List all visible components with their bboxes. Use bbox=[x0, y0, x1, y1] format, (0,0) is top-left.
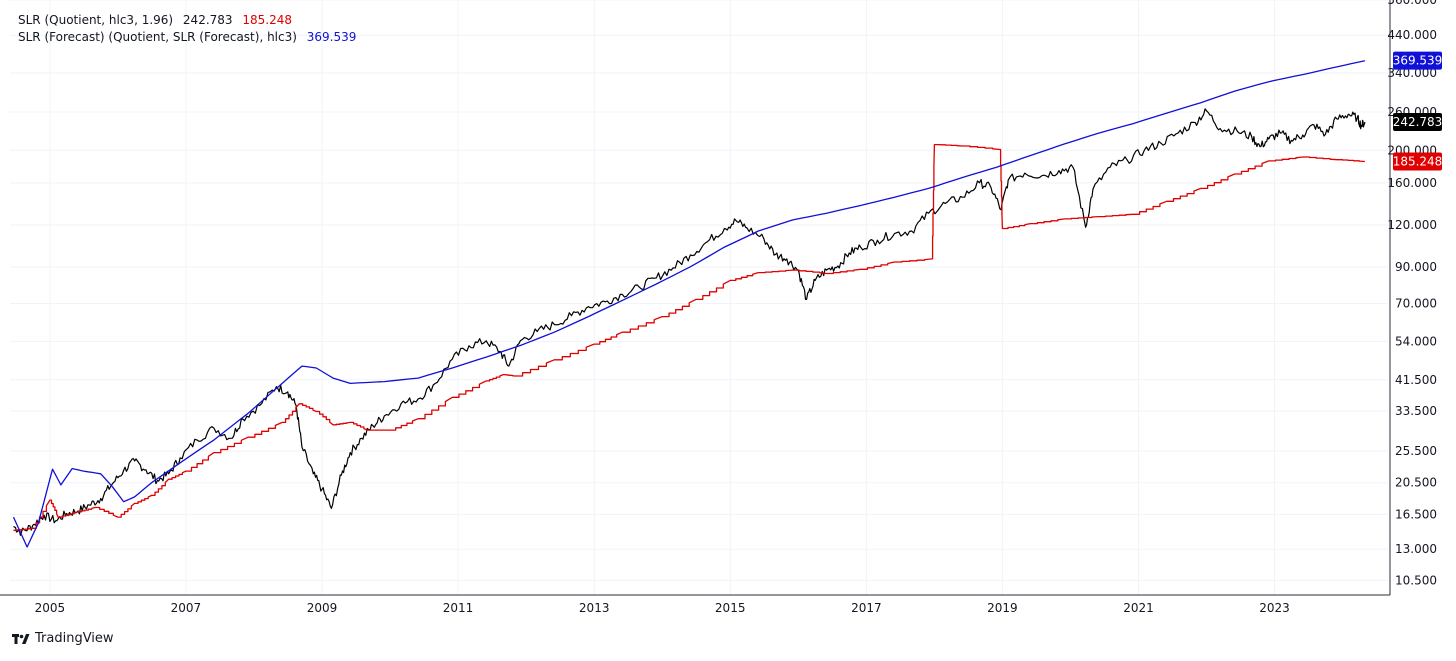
last-value-label-regression: 185.248 bbox=[1393, 152, 1443, 171]
last-value-label-forecast: 369.539 bbox=[1393, 51, 1443, 70]
y-tick-label: 16.500 bbox=[1395, 507, 1437, 521]
legend-forecast-label: SLR (Forecast) (Quotient, SLR (Forecast)… bbox=[18, 30, 297, 44]
last-value-badge bbox=[1393, 112, 1442, 131]
y-tick-label: 20.500 bbox=[1395, 476, 1437, 490]
grid-layer bbox=[10, 0, 1388, 595]
series-line-price bbox=[13, 108, 1366, 536]
last-value-badge bbox=[1393, 51, 1442, 70]
y-tick-label: 120.000 bbox=[1387, 218, 1437, 232]
x-tick-label: 2013 bbox=[579, 601, 610, 615]
y-tick-label: 90.000 bbox=[1395, 260, 1437, 274]
series-line-regression bbox=[13, 143, 1365, 531]
legend-row-regression[interactable]: SLR (Quotient, hlc3, 1.96) 242.783 185.2… bbox=[18, 12, 356, 29]
legend-row-forecast[interactable]: SLR (Forecast) (Quotient, SLR (Forecast)… bbox=[18, 29, 356, 46]
legend-price-value: 242.783 bbox=[182, 13, 233, 27]
y-tick-label: 25.500 bbox=[1395, 444, 1437, 458]
series-line-forecast bbox=[12, 60, 1366, 548]
x-tick-label: 2005 bbox=[35, 601, 66, 615]
x-tick-label: 2011 bbox=[443, 601, 474, 615]
last-value-labels: 369.539 242.783 185.248 bbox=[1393, 51, 1443, 171]
last-value-label-price: 242.783 bbox=[1393, 112, 1443, 131]
tradingview-brand[interactable]: TradingView bbox=[12, 631, 114, 646]
series-layer bbox=[12, 60, 1366, 548]
axis-layer: 10.500 13.000 16.500 20.500 25.500 33.500 41.5… bbox=[0, 0, 1437, 615]
last-value-text: 185.248 bbox=[1393, 154, 1443, 168]
y-tick-label: 13.000 bbox=[1395, 542, 1437, 556]
x-tick-label: 2023 bbox=[1259, 601, 1290, 615]
y-tick-label: 33.500 bbox=[1395, 404, 1437, 418]
x-tick-label: 2015 bbox=[715, 601, 746, 615]
last-value-text: 369.539 bbox=[1393, 54, 1443, 68]
y-tick-label: 70.000 bbox=[1395, 297, 1437, 311]
y-tick-label: 160.000 bbox=[1387, 176, 1437, 190]
y-tick-label: 41.500 bbox=[1395, 373, 1437, 387]
y-tick-label: 54.000 bbox=[1395, 334, 1437, 348]
tradingview-wordmark: TradingView bbox=[35, 631, 114, 646]
legend-regression-label: SLR (Quotient, hlc3, 1.96) bbox=[18, 13, 174, 27]
legend-regression-value: 185.248 bbox=[242, 13, 292, 27]
x-tick-label: 2019 bbox=[987, 601, 1018, 615]
last-value-text: 242.783 bbox=[1393, 115, 1443, 129]
x-tick-label: 2017 bbox=[851, 601, 882, 615]
x-tick-label: 2009 bbox=[307, 601, 338, 615]
x-tick-label: 2007 bbox=[171, 601, 202, 615]
x-tick-label: 2021 bbox=[1123, 601, 1154, 615]
y-tick-label: 560.000 bbox=[1387, 0, 1437, 7]
y-tick-label: 440.000 bbox=[1387, 28, 1437, 42]
legend-forecast-value: 369.539 bbox=[306, 30, 357, 44]
tradingview-logo-icon bbox=[12, 633, 30, 644]
y-tick-label: 10.500 bbox=[1395, 573, 1437, 587]
last-value-badge bbox=[1393, 152, 1442, 171]
chart-legend: SLR (Quotient, hlc3, 1.96) 242.783 185.2… bbox=[18, 12, 356, 46]
